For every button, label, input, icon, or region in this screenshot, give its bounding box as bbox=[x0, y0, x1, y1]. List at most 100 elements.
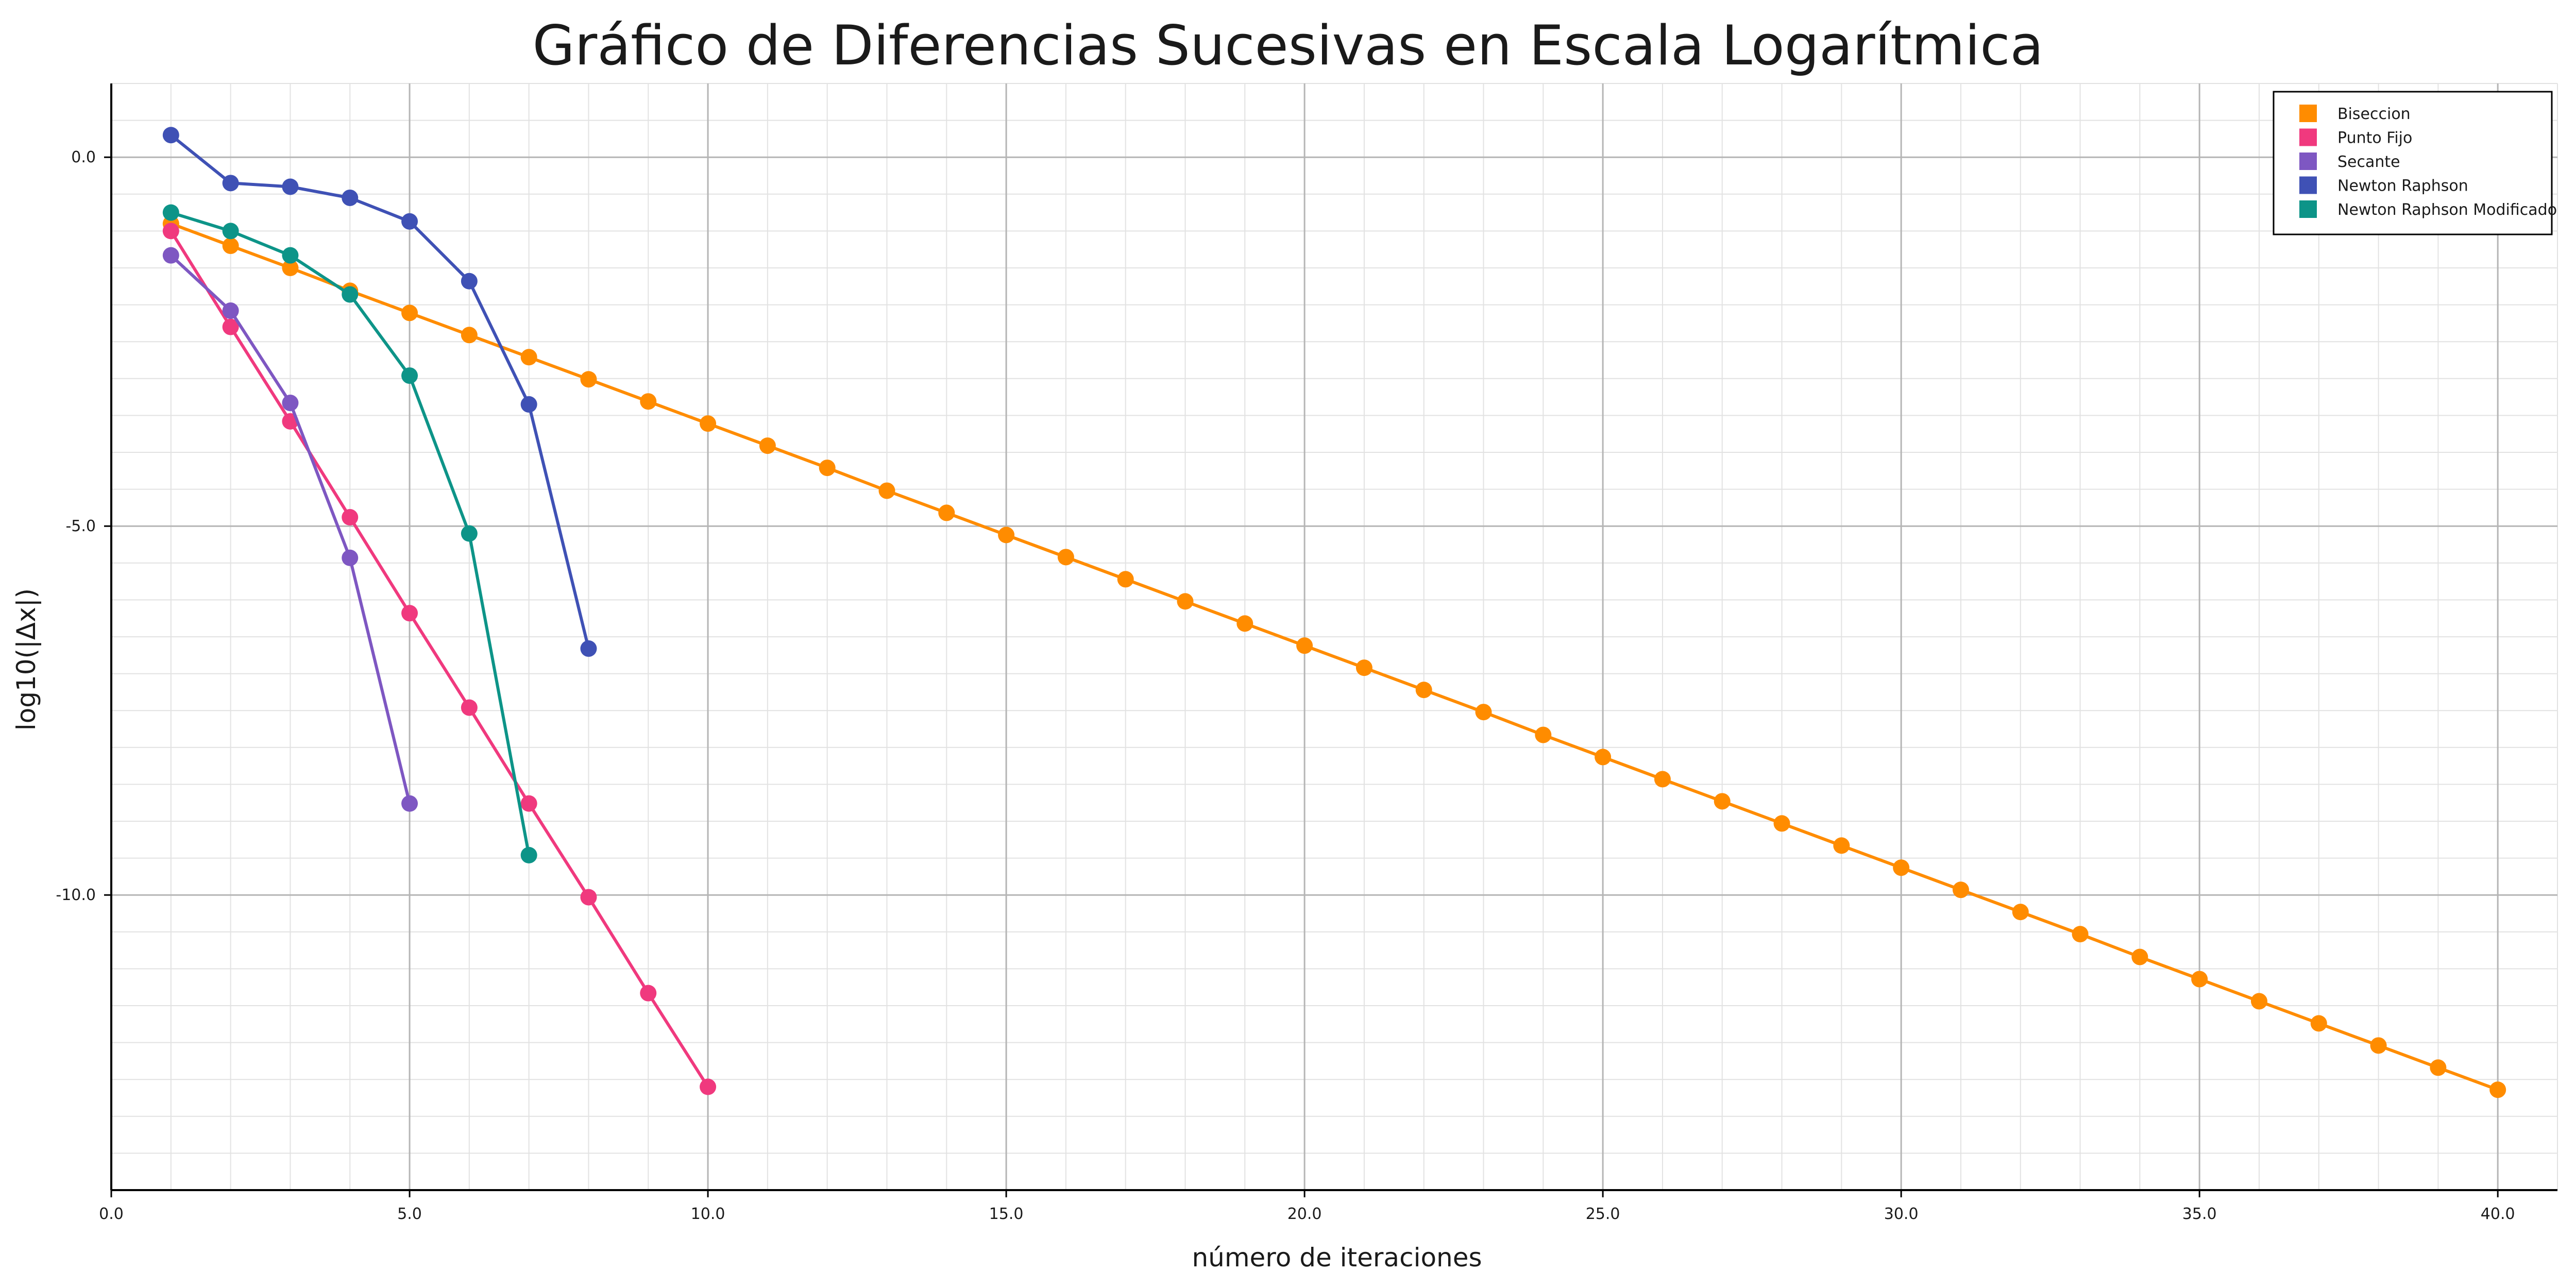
data-point-newton-raphson-modificado bbox=[222, 223, 239, 240]
legend-label: Biseccion bbox=[2337, 105, 2411, 123]
data-point-biseccion bbox=[1714, 793, 1731, 810]
y-tick-label: -10.0 bbox=[56, 886, 96, 904]
x-tick-label: 40.0 bbox=[2481, 1205, 2515, 1223]
data-point-biseccion bbox=[222, 238, 239, 255]
data-point-newton-raphson bbox=[461, 273, 478, 290]
axes bbox=[104, 83, 2557, 1197]
data-point-punto-fijo bbox=[162, 223, 179, 240]
data-point-biseccion bbox=[1952, 882, 1969, 899]
legend-label: Punto Fijo bbox=[2337, 129, 2412, 147]
data-point-punto-fijo bbox=[401, 605, 418, 622]
data-point-biseccion bbox=[2489, 1081, 2506, 1098]
series-newton-raphson bbox=[162, 127, 597, 657]
data-point-biseccion bbox=[878, 482, 895, 499]
data-point-newton-raphson bbox=[580, 640, 597, 657]
data-point-punto-fijo bbox=[461, 699, 478, 716]
legend-label: Newton Raphson bbox=[2337, 177, 2468, 195]
data-point-newton-raphson bbox=[222, 175, 239, 192]
data-point-punto-fijo bbox=[700, 1078, 717, 1095]
data-point-secante bbox=[282, 395, 299, 412]
data-point-biseccion bbox=[2250, 993, 2267, 1010]
legend: Biseccion Punto Fijo Secante Newton Raphson… bbox=[2273, 91, 2557, 235]
data-point-newton-raphson-modificado bbox=[401, 367, 418, 384]
legend-label: Secante bbox=[2337, 153, 2400, 171]
series-line-biseccion bbox=[170, 222, 2499, 1092]
series-layer bbox=[162, 127, 2506, 1098]
data-point-biseccion bbox=[1833, 837, 1850, 854]
data-point-biseccion bbox=[401, 304, 418, 321]
data-point-punto-fijo bbox=[222, 318, 239, 335]
data-point-biseccion bbox=[461, 327, 478, 344]
data-point-biseccion bbox=[1177, 593, 1194, 610]
data-point-biseccion bbox=[998, 527, 1015, 544]
data-point-newton-raphson-modificado bbox=[162, 204, 179, 221]
data-point-secante bbox=[401, 795, 418, 812]
data-point-biseccion bbox=[700, 415, 717, 432]
y-tick-label: -5.0 bbox=[65, 517, 96, 535]
y-tick-label: 0.0 bbox=[71, 148, 96, 166]
legend-swatch bbox=[2299, 176, 2317, 194]
data-point-biseccion bbox=[1415, 682, 1432, 699]
data-point-biseccion bbox=[938, 504, 955, 521]
legend-label: Newton Raphson Modificado bbox=[2337, 201, 2557, 219]
data-point-biseccion bbox=[1236, 615, 1253, 632]
data-point-biseccion bbox=[1475, 704, 1492, 721]
data-point-newton-raphson bbox=[520, 396, 537, 413]
y-axis-label: log10(|Δx|) bbox=[11, 588, 41, 731]
x-tick-label: 10.0 bbox=[691, 1205, 725, 1223]
x-tick-label: 0.0 bbox=[99, 1205, 124, 1223]
data-point-newton-raphson bbox=[162, 127, 179, 144]
data-point-secante bbox=[162, 247, 179, 264]
data-point-biseccion bbox=[759, 437, 776, 454]
legend-swatch bbox=[2299, 152, 2317, 170]
data-point-punto-fijo bbox=[520, 795, 537, 812]
data-point-secante bbox=[222, 302, 239, 319]
series-newton-raphson-modificado bbox=[162, 204, 537, 863]
x-tick-label: 15.0 bbox=[989, 1205, 1024, 1223]
data-point-newton-raphson bbox=[401, 213, 418, 230]
series-line-newton-raphson bbox=[170, 133, 590, 649]
series-secante bbox=[162, 247, 418, 812]
data-point-biseccion bbox=[580, 371, 597, 388]
data-point-biseccion bbox=[2072, 926, 2089, 943]
data-point-biseccion bbox=[2012, 904, 2029, 921]
series-line-punto-fijo bbox=[170, 230, 709, 1088]
x-tick-label: 20.0 bbox=[1287, 1205, 1322, 1223]
data-point-biseccion bbox=[282, 260, 299, 276]
data-point-newton-raphson bbox=[342, 189, 359, 206]
series-biseccion bbox=[162, 215, 2506, 1098]
legend-swatch bbox=[2299, 200, 2317, 218]
data-point-biseccion bbox=[640, 393, 657, 410]
data-point-newton-raphson-modificado bbox=[342, 286, 359, 303]
tick-labels: 0.0 5.0 10.0 15.0 20.0 25.0 30.0 35.0 40.0 0.0 -5.… bbox=[56, 148, 2515, 1223]
data-point-biseccion bbox=[2191, 971, 2208, 988]
data-point-biseccion bbox=[1893, 859, 1910, 876]
chart-title: Gráfico de Diferencias Sucesivas en Esca… bbox=[532, 14, 2043, 77]
data-point-biseccion bbox=[2370, 1037, 2387, 1054]
x-tick-label: 5.0 bbox=[397, 1205, 422, 1223]
data-point-biseccion bbox=[2131, 948, 2148, 965]
data-point-biseccion bbox=[1595, 749, 1612, 766]
data-point-biseccion bbox=[819, 460, 836, 477]
data-point-biseccion bbox=[1057, 549, 1074, 566]
x-tick-label: 25.0 bbox=[1586, 1205, 1620, 1223]
legend-swatch bbox=[2299, 105, 2317, 122]
data-point-punto-fijo bbox=[580, 889, 597, 906]
data-point-newton-raphson-modificado bbox=[461, 525, 478, 542]
x-axis-label: número de iteraciones bbox=[1192, 1243, 1482, 1273]
data-point-biseccion bbox=[2430, 1059, 2447, 1076]
x-tick-label: 30.0 bbox=[1884, 1205, 1919, 1223]
data-point-punto-fijo bbox=[640, 985, 657, 1002]
data-point-biseccion bbox=[1654, 771, 1671, 788]
data-point-biseccion bbox=[520, 349, 537, 366]
data-point-biseccion bbox=[1535, 726, 1552, 743]
data-point-biseccion bbox=[1773, 815, 1790, 832]
data-point-punto-fijo bbox=[342, 509, 359, 526]
data-point-biseccion bbox=[2310, 1015, 2327, 1032]
data-point-biseccion bbox=[1117, 571, 1134, 588]
legend-swatch bbox=[2299, 128, 2317, 146]
data-point-newton-raphson-modificado bbox=[282, 247, 299, 264]
legend-box bbox=[2273, 91, 2553, 235]
data-point-biseccion bbox=[1355, 659, 1372, 676]
